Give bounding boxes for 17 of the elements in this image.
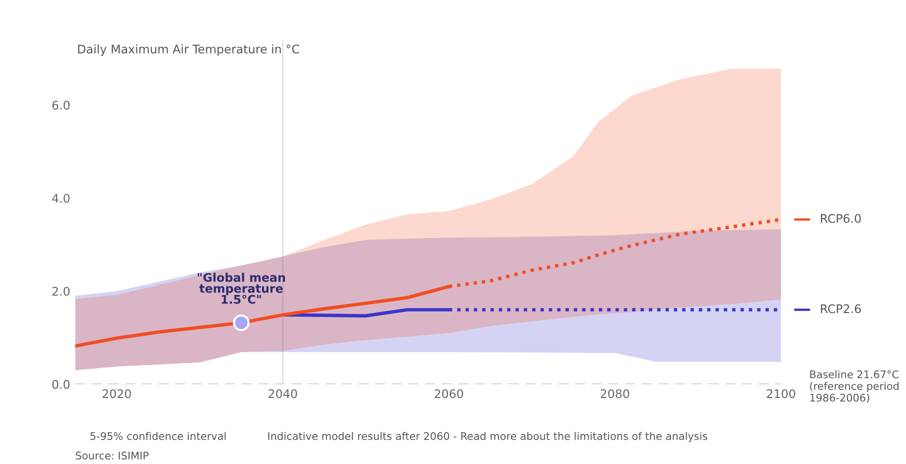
legend-label: RCP2.6 xyxy=(820,304,861,314)
y-tick-label: 4.0 xyxy=(52,194,70,203)
y-axis-title: Daily Maximum Air Temperature in °C xyxy=(78,44,300,56)
x-tick-label: 2060 xyxy=(434,389,464,398)
y-tick-label: 0.0 xyxy=(52,380,70,389)
text: 5-95% confidence interval xyxy=(90,432,226,440)
x-tick-label: 2080 xyxy=(600,389,630,398)
source-note: Source: ISIMIP xyxy=(76,452,149,460)
ref-line-label: Baseline 21.67°C (reference period 1986-2006) xyxy=(810,370,899,403)
x-tick-label: 2100 xyxy=(766,389,796,398)
legend-label: RCP6.0 xyxy=(820,214,861,223)
annotation: "Global mean temperature 1.5°C" xyxy=(198,272,285,304)
y-tick-label: 2.0 xyxy=(52,286,70,296)
x-tick-label: 2020 xyxy=(102,389,131,398)
x-tick-label: 2040 xyxy=(268,389,298,398)
text: Indicative model results after 2060 - Read more about the limitations of the analysis xyxy=(268,432,708,442)
y-tick-label: 6.0 xyxy=(52,100,70,110)
